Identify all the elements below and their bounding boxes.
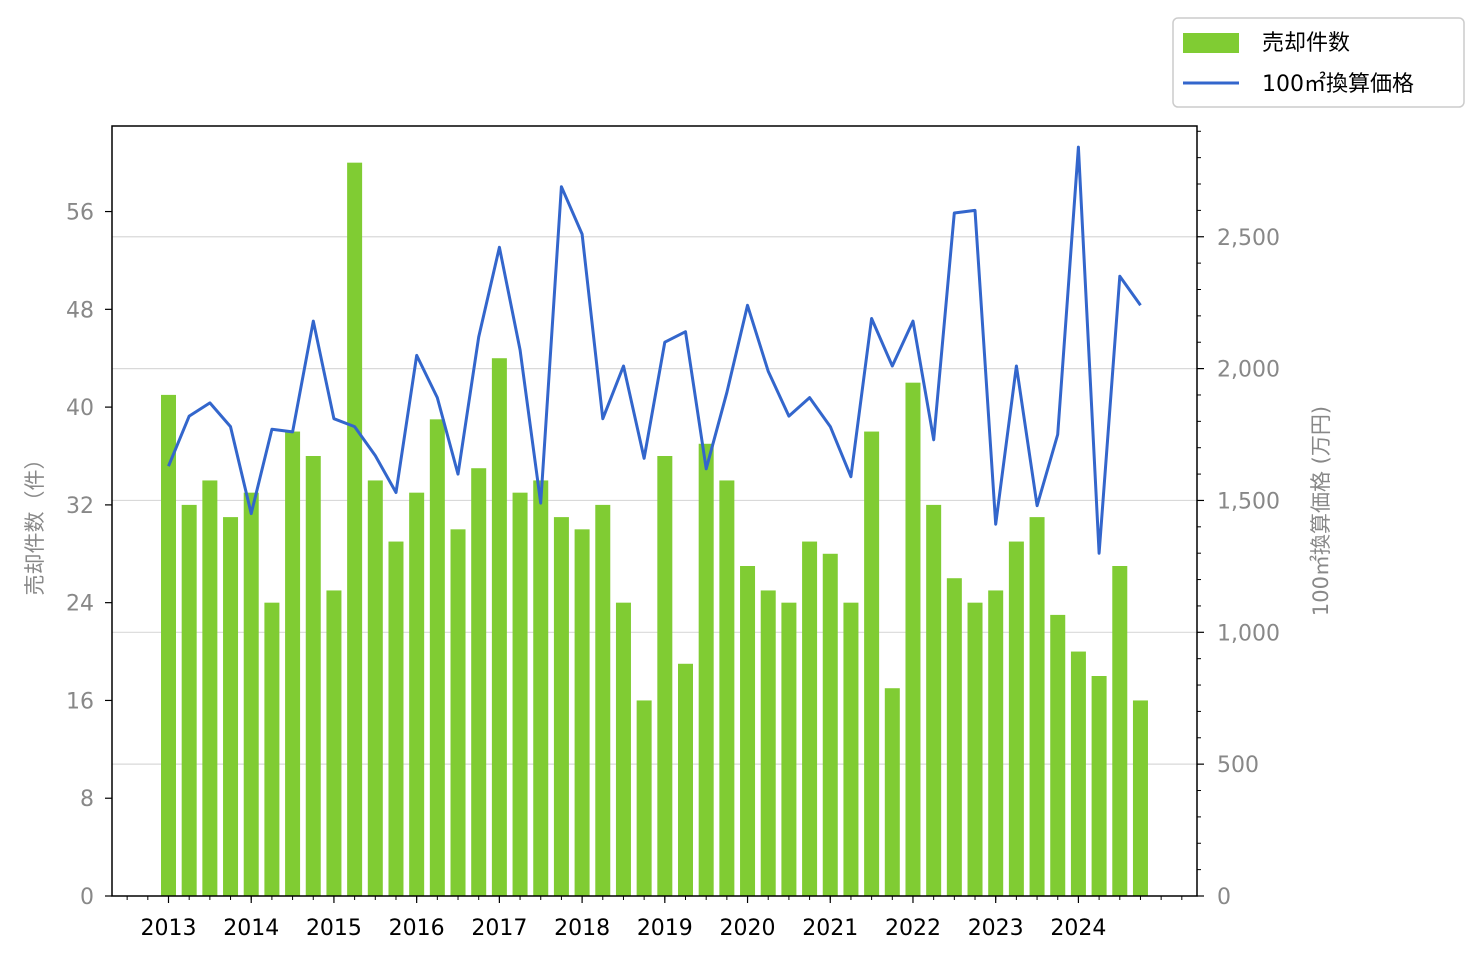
bar xyxy=(946,578,962,896)
bar xyxy=(161,394,176,896)
x-tick-label: 2019 xyxy=(637,916,693,941)
x-tick-label: 2024 xyxy=(1050,916,1106,941)
bar xyxy=(1029,517,1045,896)
line-series xyxy=(167,145,1142,555)
x-tick-label: 2018 xyxy=(554,916,610,941)
bar xyxy=(926,504,942,896)
bar xyxy=(636,700,652,896)
bar xyxy=(264,602,280,896)
x-tick-label: 2013 xyxy=(141,916,197,941)
x-tick-label: 2020 xyxy=(720,916,776,941)
bar xyxy=(285,431,301,896)
x-axis: 2013 2014 2015 2016 2017 2018 2019 2020 2021 2022… xyxy=(126,896,1183,941)
plot-frame xyxy=(111,125,1198,897)
bar xyxy=(1132,700,1148,896)
bar xyxy=(1050,614,1066,896)
bar xyxy=(367,480,383,896)
legend-line-label: 100㎡換算価格 xyxy=(1262,71,1414,97)
bar xyxy=(595,504,611,896)
bar xyxy=(202,480,218,896)
bar xyxy=(802,541,818,896)
legend-bar-swatch xyxy=(1183,33,1239,53)
price-line xyxy=(167,145,1142,555)
bar xyxy=(409,492,425,896)
bar xyxy=(905,382,921,897)
bar xyxy=(988,590,1004,896)
bar xyxy=(781,602,797,896)
x-tick-label: 2017 xyxy=(471,916,527,941)
bar xyxy=(223,517,239,896)
bar xyxy=(491,358,507,896)
bar xyxy=(1091,676,1107,896)
bar xyxy=(657,456,673,896)
right-tick-label: 2,000 xyxy=(1217,358,1280,383)
right-tick-label: 500 xyxy=(1217,753,1259,778)
left-tick-label: 40 xyxy=(66,396,94,421)
x-tick-label: 2022 xyxy=(885,916,941,941)
left-axis-title: 売却件数（件） xyxy=(23,449,47,596)
bar xyxy=(305,456,321,896)
bar xyxy=(740,566,756,896)
bar xyxy=(1112,566,1128,896)
left-tick-label: 16 xyxy=(66,689,94,714)
bar xyxy=(884,688,900,896)
bar xyxy=(967,602,983,896)
right-tick-label: 1,000 xyxy=(1217,621,1280,646)
x-tick-label: 2023 xyxy=(968,916,1024,941)
bar xyxy=(822,553,838,896)
bar xyxy=(512,492,528,896)
left-tick-label: 24 xyxy=(66,592,94,617)
left-axis: 0 8 16 24 32 40 48 56 xyxy=(66,201,112,910)
bar-series xyxy=(161,162,1148,897)
bar xyxy=(553,517,569,896)
bar xyxy=(388,541,404,896)
right-tick-label: 0 xyxy=(1217,885,1231,910)
x-tick-label: 2014 xyxy=(223,916,279,941)
legend-box xyxy=(1172,17,1465,108)
x-tick-label: 2015 xyxy=(306,916,362,941)
bar xyxy=(450,529,466,896)
bar xyxy=(471,468,487,896)
bar xyxy=(843,602,859,896)
left-tick-label: 8 xyxy=(80,787,94,812)
bar xyxy=(1008,541,1024,896)
bar xyxy=(347,162,363,896)
bar xyxy=(533,480,549,896)
bar xyxy=(864,431,880,896)
bar xyxy=(615,602,631,896)
left-tick-label: 32 xyxy=(66,494,94,519)
left-tick-label: 0 xyxy=(80,885,94,910)
bar xyxy=(243,492,259,896)
right-tick-label: 1,500 xyxy=(1217,489,1280,514)
bar xyxy=(1070,651,1086,896)
legend-bar-label: 売却件数 xyxy=(1262,31,1350,56)
x-tick-label: 2016 xyxy=(389,916,445,941)
left-tick-label: 56 xyxy=(66,201,94,226)
bar xyxy=(760,590,776,896)
bar xyxy=(181,504,197,896)
bar xyxy=(719,480,735,896)
x-tick-label: 2021 xyxy=(802,916,858,941)
bar xyxy=(429,419,445,896)
left-tick-label: 48 xyxy=(66,298,94,323)
right-axis: 0 500 1,000 1,500 2,000 2,500 xyxy=(1197,130,1280,910)
right-tick-label: 2,500 xyxy=(1217,226,1280,251)
right-axis-title: 100㎡換算価格 (万円) xyxy=(1309,406,1333,616)
legend: 売却件数 100㎡換算価格 xyxy=(1172,17,1465,108)
bar xyxy=(678,663,693,896)
bar xyxy=(326,590,342,896)
bar xyxy=(574,529,590,896)
bar xyxy=(698,443,714,896)
